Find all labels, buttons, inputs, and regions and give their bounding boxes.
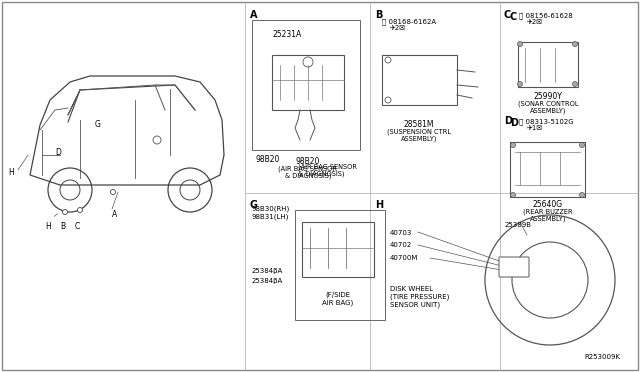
Text: 25384βA: 25384βA: [252, 268, 284, 274]
Circle shape: [579, 192, 584, 198]
Circle shape: [518, 81, 522, 87]
Text: Ⓜ 08313-5102G: Ⓜ 08313-5102G: [519, 118, 573, 125]
Bar: [295, 210, 385, 320]
Circle shape: [77, 208, 83, 212]
Text: (TIRE PRESSURE): (TIRE PRESSURE): [390, 294, 449, 301]
Text: 40703: 40703: [390, 230, 412, 236]
Circle shape: [511, 142, 515, 148]
Text: B: B: [60, 222, 65, 231]
Text: H: H: [45, 222, 51, 231]
Bar: [252, 20, 360, 150]
Text: H: H: [375, 200, 383, 210]
Text: ASSEMBLY): ASSEMBLY): [401, 135, 437, 141]
Text: D: D: [504, 116, 512, 126]
Bar: [302, 222, 374, 277]
Text: & DIAGNOSIS): & DIAGNOSIS): [285, 172, 332, 179]
Circle shape: [153, 136, 161, 144]
Text: D: D: [55, 148, 61, 157]
Text: 40700M: 40700M: [390, 255, 419, 261]
Circle shape: [579, 142, 584, 148]
Text: (SUSPENSION CTRL: (SUSPENSION CTRL: [387, 128, 451, 135]
Text: DISK WHEEL: DISK WHEEL: [390, 286, 433, 292]
Circle shape: [111, 189, 115, 195]
Text: 25384βA: 25384βA: [252, 278, 284, 284]
Text: (AIR BAG SENSOR: (AIR BAG SENSOR: [298, 163, 357, 170]
Text: AIR BAG): AIR BAG): [323, 300, 354, 307]
Text: 25640G: 25640G: [533, 200, 563, 209]
Text: A: A: [250, 10, 257, 20]
Text: 40702: 40702: [390, 242, 412, 248]
Bar: [382, 55, 457, 105]
Text: C: C: [504, 10, 511, 20]
Text: G: G: [95, 120, 101, 129]
Text: Ⓜ 08168-6162A: Ⓜ 08168-6162A: [382, 18, 436, 25]
Text: C: C: [75, 222, 80, 231]
Text: ✈2✉: ✈2✉: [390, 25, 406, 31]
Text: ASSEMBLY): ASSEMBLY): [530, 215, 566, 221]
Text: R253009K: R253009K: [584, 354, 620, 360]
Text: ✈1✉: ✈1✉: [527, 125, 543, 131]
Text: ✈2✉: ✈2✉: [527, 19, 543, 25]
Text: (AIR BAG SENSOR: (AIR BAG SENSOR: [278, 165, 337, 171]
Text: (SONAR CONTROL: (SONAR CONTROL: [518, 100, 579, 106]
Text: (F/SIDE: (F/SIDE: [325, 292, 351, 298]
Text: H: H: [8, 168, 13, 177]
Text: 98B30(RH): 98B30(RH): [252, 205, 291, 212]
Circle shape: [511, 192, 515, 198]
Text: 98B31(LH): 98B31(LH): [252, 213, 289, 219]
Bar: [272, 55, 344, 110]
Text: ASSEMBLY): ASSEMBLY): [530, 107, 566, 113]
Text: 25990Y: 25990Y: [534, 92, 563, 101]
Text: B: B: [375, 10, 382, 20]
Text: G: G: [250, 200, 258, 210]
Text: A: A: [112, 210, 117, 219]
Text: (REAR BUZZER: (REAR BUZZER: [523, 208, 573, 215]
Bar: [518, 42, 578, 87]
Circle shape: [168, 168, 212, 212]
Text: 98B20: 98B20: [256, 155, 280, 164]
Text: D: D: [510, 118, 518, 128]
Text: 98B20: 98B20: [296, 157, 320, 166]
Bar: [510, 142, 585, 197]
Text: & DIAGNOSIS): & DIAGNOSIS): [298, 170, 344, 176]
Circle shape: [48, 168, 92, 212]
Text: 28581M: 28581M: [404, 120, 435, 129]
FancyBboxPatch shape: [499, 257, 529, 277]
Text: C: C: [510, 12, 517, 22]
Text: 25231A: 25231A: [273, 30, 302, 39]
Circle shape: [573, 81, 577, 87]
Circle shape: [518, 42, 522, 46]
Circle shape: [63, 209, 67, 215]
Text: 25389B: 25389B: [505, 222, 532, 228]
Circle shape: [573, 42, 577, 46]
Text: SENSOR UNIT): SENSOR UNIT): [390, 302, 440, 308]
Text: Ⓜ 08156-61628: Ⓜ 08156-61628: [519, 12, 573, 19]
